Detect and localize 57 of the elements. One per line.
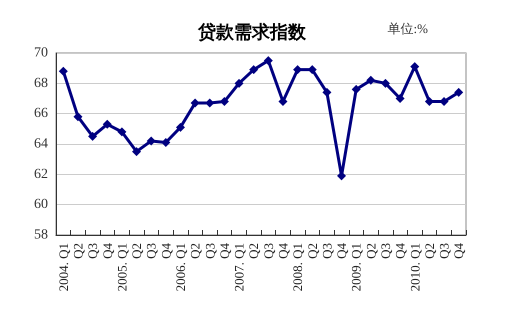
point xyxy=(73,112,82,122)
point xyxy=(234,78,244,88)
y-tick-label: 64 xyxy=(34,136,48,152)
x-tick-label: Q4 xyxy=(100,242,115,259)
x-tick-label: Q3 xyxy=(260,243,276,259)
point xyxy=(322,88,332,97)
y-tick-label: 60 xyxy=(34,197,48,212)
point xyxy=(352,84,361,94)
point xyxy=(396,94,405,103)
text: 单位:% xyxy=(388,21,428,36)
point xyxy=(410,62,420,72)
point xyxy=(454,88,464,97)
x-tick-label: Q4 xyxy=(334,242,350,259)
x-tick-label: Q4 xyxy=(216,242,232,259)
point xyxy=(88,132,98,141)
x-tick-label: Q2 xyxy=(129,243,144,259)
point xyxy=(366,76,376,85)
x-tick-label: 2010. Q1 xyxy=(407,243,422,292)
point xyxy=(380,78,390,88)
x-tick-label: Q2 xyxy=(304,243,320,259)
x-tick-label: Q2 xyxy=(188,243,203,259)
x-tick-label: Q4 xyxy=(275,242,290,259)
x-tick-label: Q4 xyxy=(451,242,466,259)
x-tick-label: Q3 xyxy=(85,243,100,259)
x-tick-label: 2005. Q1 xyxy=(114,243,130,292)
x-tick-label: 2004. Q1 xyxy=(56,243,71,292)
x-tick-label: Q2 xyxy=(363,243,378,259)
point xyxy=(278,97,288,106)
x-tick-label: Q3 xyxy=(378,243,393,259)
point xyxy=(161,138,170,147)
point xyxy=(264,56,273,66)
x-tick-label: Q3 xyxy=(144,243,159,259)
y-tick-label: 70 xyxy=(34,46,48,60)
point xyxy=(176,122,185,132)
x-tick-label: 2009. Q1 xyxy=(348,243,364,292)
y-tick-label: 62 xyxy=(34,166,48,182)
point xyxy=(102,120,112,129)
x-tick-label: Q2 xyxy=(246,243,262,259)
y-tick-label: 68 xyxy=(34,76,48,91)
x-tick-label: Q2 xyxy=(70,243,86,259)
point xyxy=(58,66,68,76)
point xyxy=(249,65,258,74)
x-tick-label: Q4 xyxy=(392,242,408,259)
x-tick-label: 2008. Q1 xyxy=(290,243,306,292)
x-tick-label: Q4 xyxy=(158,242,174,259)
point xyxy=(146,136,156,146)
x-tick-label: Q3 xyxy=(436,243,452,259)
y-tick-label: 58 xyxy=(34,228,48,242)
x-tick-label: 2006. Q1 xyxy=(172,243,188,292)
x-tick-label: Q3 xyxy=(202,243,218,259)
point xyxy=(132,147,142,156)
x-tick-label: Q3 xyxy=(319,243,334,259)
x-tick-label: Q2 xyxy=(422,243,437,259)
x-tick-label: 2007. Q1 xyxy=(232,243,247,292)
point xyxy=(117,127,126,136)
y-tick-label: 66 xyxy=(34,106,48,122)
chart-title: 贷款需求指数 xyxy=(197,22,307,42)
